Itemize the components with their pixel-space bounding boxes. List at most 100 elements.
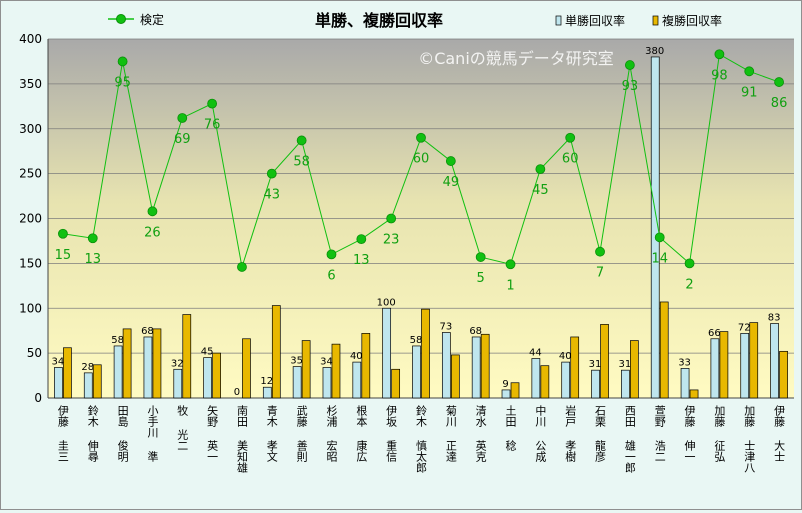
bar-fukusho bbox=[242, 338, 251, 399]
kentei-point bbox=[714, 49, 725, 60]
legend-label-kentei: 検定 bbox=[140, 12, 164, 27]
bar-label-tansho: 58 bbox=[410, 335, 423, 346]
bar-label-tansho: 35 bbox=[290, 356, 303, 367]
x-tick-label: 伊藤 大士 bbox=[773, 405, 786, 462]
x-tick-label: 伊藤 圭三 bbox=[56, 405, 69, 462]
bar-label-tansho: 28 bbox=[81, 362, 94, 373]
y-tick-label: 0 bbox=[34, 391, 42, 405]
bar-label-tansho: 68 bbox=[141, 326, 154, 337]
x-tick-label: 田島 俊明 bbox=[116, 405, 129, 463]
x-tick-label: 杉浦 宏昭 bbox=[325, 404, 338, 463]
legend-label-fukusho: 複勝回収率 bbox=[662, 13, 722, 28]
bar-tansho bbox=[710, 338, 720, 399]
bar-label-tansho: 73 bbox=[439, 321, 452, 332]
bar-fukusho bbox=[540, 365, 550, 399]
legend-item-tansho: 単勝回収率 bbox=[555, 13, 625, 28]
y-tick-label: 150 bbox=[19, 256, 42, 270]
kentei-point bbox=[595, 246, 605, 257]
bar-tansho bbox=[292, 366, 302, 399]
kentei-label: 26 bbox=[144, 225, 161, 240]
bar-label-tansho: 31 bbox=[589, 359, 602, 370]
x-tick-label: 岩戸 孝樹 bbox=[564, 404, 577, 463]
bar-fukusho bbox=[659, 301, 669, 399]
bar-fukusho bbox=[391, 368, 401, 399]
bar-label-tansho: 58 bbox=[111, 335, 124, 346]
x-tick-label: 土田 稔 bbox=[504, 405, 517, 452]
x-tick-label: 牧 光二 bbox=[176, 404, 189, 451]
kentei-label: 76 bbox=[204, 118, 221, 133]
legend-marker bbox=[116, 14, 126, 24]
kentei-label: 95 bbox=[114, 75, 131, 90]
legend-swatch-tansho bbox=[555, 15, 562, 26]
kentei-point bbox=[535, 164, 546, 175]
bar-fukusho bbox=[182, 314, 192, 399]
bar-fukusho bbox=[212, 352, 221, 399]
kentei-point bbox=[177, 113, 188, 123]
kentei-label: 2 bbox=[685, 277, 693, 292]
bars bbox=[54, 56, 788, 399]
bar-tansho bbox=[531, 358, 541, 399]
bar-label-tansho: 83 bbox=[768, 313, 781, 324]
bar-tansho bbox=[441, 332, 451, 399]
bar-fukusho bbox=[63, 347, 72, 399]
y-tick-label: 50 bbox=[27, 346, 42, 360]
x-tick-label: 清水 英克 bbox=[474, 405, 487, 462]
bar-label-tansho: 9 bbox=[502, 379, 508, 390]
kentei-point bbox=[386, 213, 397, 224]
kentei-label: 58 bbox=[293, 154, 310, 169]
kentei-point bbox=[774, 77, 784, 87]
bar-label-tansho: 33 bbox=[678, 357, 691, 368]
bar-tansho bbox=[561, 361, 571, 399]
kentei-point bbox=[87, 233, 98, 244]
bar-label-tansho: 72 bbox=[738, 322, 751, 333]
kentei-point bbox=[58, 228, 68, 239]
kentei-point bbox=[266, 168, 277, 179]
bar-fukusho bbox=[122, 328, 132, 399]
bar-label-tansho: 34 bbox=[52, 356, 65, 367]
bar-label-tansho: 45 bbox=[201, 347, 214, 358]
bar-label-tansho: 66 bbox=[708, 328, 721, 339]
kentei-label: 98 bbox=[711, 68, 728, 83]
watermark: ©Caniの競馬データ研究室 bbox=[418, 49, 614, 68]
bar-fukusho bbox=[152, 328, 162, 399]
bar-label-tansho: 68 bbox=[469, 326, 482, 337]
bar-fukusho bbox=[570, 336, 580, 399]
x-tick-label: 青木 孝文 bbox=[265, 405, 278, 462]
bar-tansho bbox=[740, 333, 750, 399]
bar-tansho bbox=[770, 323, 779, 399]
kentei-label: 45 bbox=[532, 183, 549, 198]
bar-fukusho bbox=[600, 324, 609, 399]
x-tick-label: 伊藤 伸一 bbox=[683, 405, 696, 462]
bar-tansho bbox=[680, 368, 690, 399]
kentei-point bbox=[296, 135, 307, 146]
kentei-label: 86 bbox=[771, 96, 788, 111]
kentei-point bbox=[147, 206, 158, 217]
bar-fukusho bbox=[331, 343, 341, 399]
x-tick-label: 萱野 浩二 bbox=[653, 405, 666, 462]
x-tick-label: 中川 公成 bbox=[534, 405, 547, 463]
bar-label-tansho: 31 bbox=[619, 359, 632, 370]
kentei-point bbox=[207, 98, 218, 109]
y-tick-label: 300 bbox=[19, 122, 42, 136]
y-tick-label: 250 bbox=[19, 167, 42, 181]
gridlines bbox=[48, 38, 794, 354]
kentei-label: 23 bbox=[383, 233, 400, 248]
legend-label-tansho: 単勝回収率 bbox=[565, 13, 625, 28]
bar-label-tansho: 40 bbox=[559, 351, 572, 362]
bar-label-tansho: 40 bbox=[350, 351, 363, 362]
kentei-label: 14 bbox=[651, 251, 668, 266]
bar-tansho bbox=[412, 345, 421, 399]
bar-label-tansho: 0 bbox=[234, 387, 240, 398]
kentei-point bbox=[475, 252, 486, 262]
bar-tansho bbox=[382, 307, 392, 399]
legend-item-line: 検定 bbox=[108, 12, 164, 27]
bar-label-tansho: 34 bbox=[320, 356, 333, 367]
bar-tansho bbox=[650, 56, 660, 399]
bar-tansho bbox=[113, 345, 123, 399]
kentei-point bbox=[624, 60, 635, 70]
kentei-line: 15 13 95 26 69 76 43 58 6 13 23 60 49 5 1 45 60 7 93 14 2 98 9… bbox=[55, 49, 788, 293]
